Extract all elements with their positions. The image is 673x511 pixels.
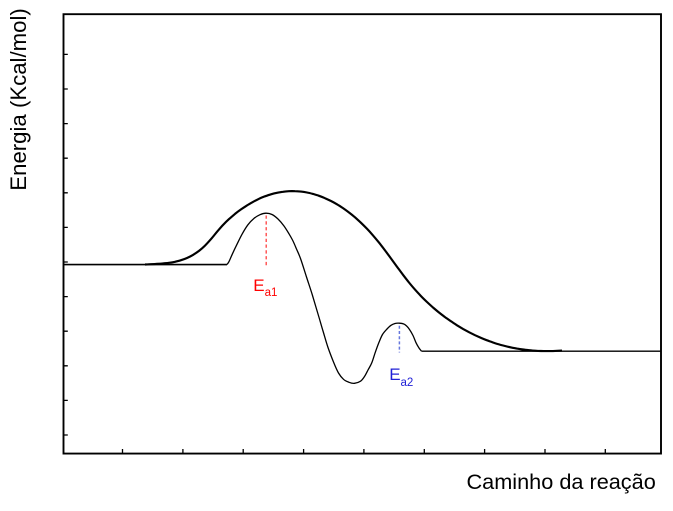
svg-text:Ea1: Ea1 xyxy=(253,276,277,299)
svg-text:Energia (Kcal/mol): Energia (Kcal/mol) xyxy=(6,8,31,191)
svg-text:Ea2: Ea2 xyxy=(389,365,413,389)
svg-text:Caminho da reação: Caminho da reação xyxy=(467,469,656,494)
